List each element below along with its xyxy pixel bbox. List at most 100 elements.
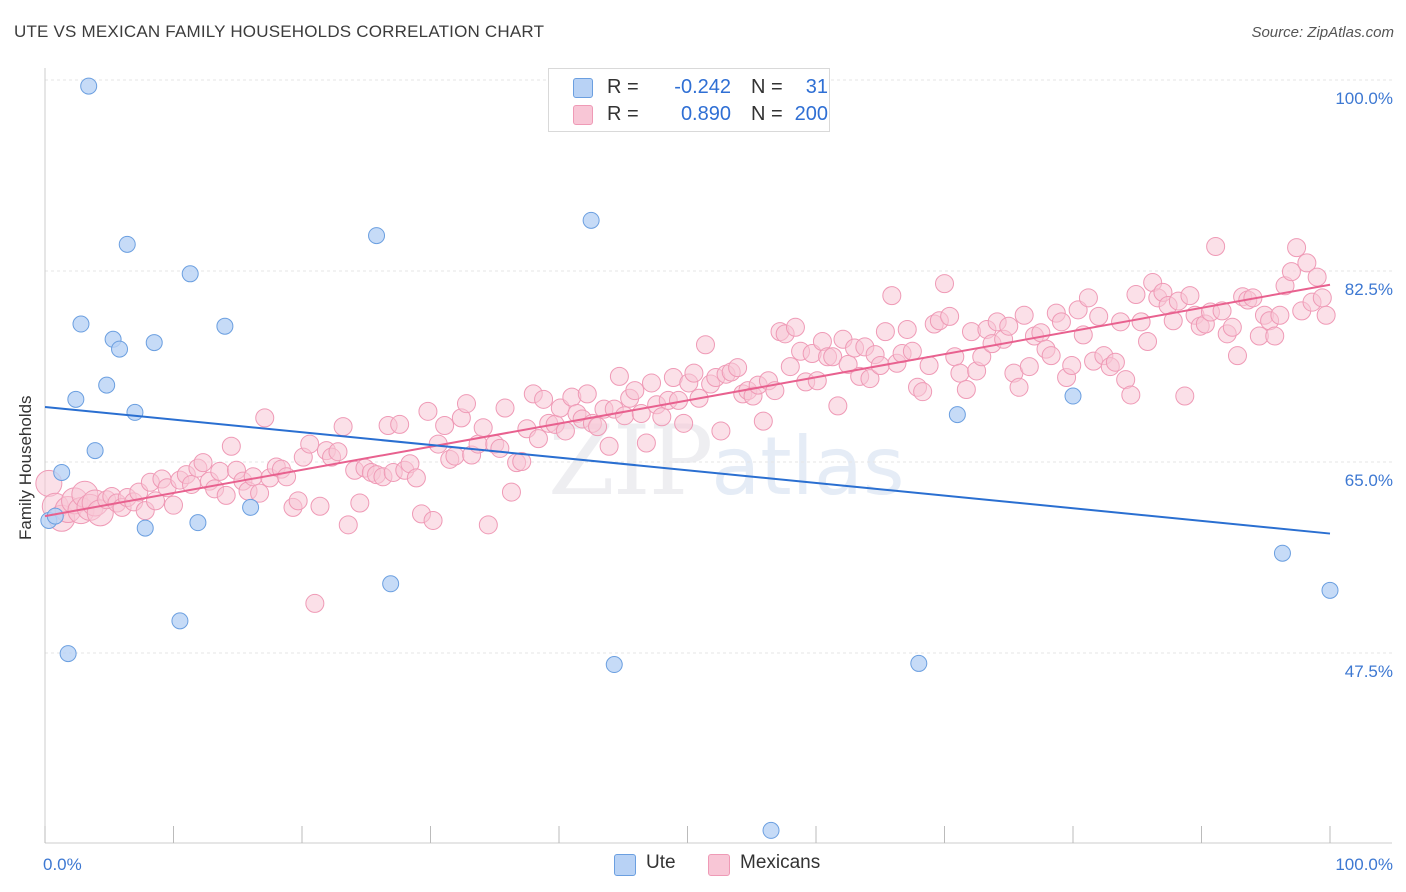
mexicans-point-179 [1019,357,1039,377]
mexicans-point-82 [501,482,521,502]
mexicans-point-135 [785,317,805,337]
mexicans-point-183 [1041,346,1061,366]
ute-point-16 [181,265,199,283]
mexicans-point-209 [1180,286,1200,306]
bottom-mexicans-swatch [708,854,730,876]
ute-point-22 [582,211,600,229]
mexicans-r-label: R = [607,103,639,125]
mexicans-point-72 [445,446,465,466]
ute-point-19 [242,498,260,516]
mexicans-point-114 [674,413,694,433]
mexicans-point-145 [838,354,858,374]
mexicans-point-92 [555,421,575,441]
mexicans-point-74 [456,394,476,414]
y-tick-label-3: 47.5% [1345,662,1393,681]
mexicans-point-157 [902,341,922,361]
mexicans-point-96 [577,384,597,404]
mexicans-point-108 [642,373,662,393]
mexicans-point-68 [423,510,443,530]
source-credit: Source: ZipAtlas.com [1251,24,1394,41]
ute-point-3 [59,645,77,663]
ute-point-21 [382,575,400,593]
y-tick-label-2: 65.0% [1345,471,1393,490]
mexicans-point-152 [875,322,895,342]
mexicans-point-124 [728,358,748,378]
ute-point-30 [1321,581,1339,599]
mexicans-point-102 [609,366,629,386]
mexicans-point-46 [300,434,320,454]
y-axis-label: Family Households [16,395,35,540]
mexicans-point-129 [753,411,773,431]
mexicans-n-value: 200 [794,103,828,125]
mexicans-point-166 [950,363,970,383]
mexicans-point-118 [695,335,715,355]
mexicans-point-177 [1009,377,1029,397]
mexicans-point-142 [823,347,843,367]
mexicans-point-215 [1212,301,1232,321]
mexicans-point-88 [534,389,554,409]
mexicans-point-199 [1126,285,1146,305]
mexicans-point-84 [512,452,532,472]
mexicans-point-48 [310,496,330,516]
y-tick-label-0: 100.0% [1335,89,1393,108]
ute-r-label: R = [607,76,639,98]
bottom-mexicans-label: Mexicans [740,852,821,873]
mexicans-point-22 [164,495,183,515]
mexicans-point-105 [625,381,645,401]
mexicans-point-98 [588,417,608,437]
bottom-ute-swatch [614,854,636,876]
mexicans-point-87 [528,429,548,449]
mexicans-point-62 [390,414,410,434]
mexicans-point-65 [406,468,426,488]
mexicans-point-78 [478,515,498,535]
mexicans-point-181 [1031,323,1051,343]
mexicans-point-44 [288,491,308,511]
mexicans-point-159 [913,382,933,402]
ute-point-28 [1064,387,1082,405]
mexicans-point-38 [255,408,275,428]
mexicans-point-103 [615,406,635,426]
ute-point-13 [136,519,154,537]
ute-point-6 [80,77,98,95]
ute-n-value: 31 [805,76,828,98]
ute-point-10 [111,340,129,358]
mexicans-point-228 [1281,262,1301,282]
ute-point-20 [368,227,386,245]
mexicans-point-229 [1287,238,1307,258]
mexicans-point-52 [333,417,353,437]
mexicans-point-47 [305,593,325,613]
ute-point-4 [67,390,85,408]
mexicans-point-160 [919,355,939,375]
ute-point-15 [171,612,189,630]
mexicans-point-153 [882,286,902,306]
ute-point-2 [53,463,71,481]
mexicans-point-198 [1121,385,1141,405]
mexicans-point-134 [780,357,800,377]
y-tick-label-1: 82.5% [1345,280,1393,299]
mexicans-point-187 [1062,355,1082,375]
ute-n-label: N = [751,76,783,98]
ute-point-18 [216,317,234,335]
ute-trendline [44,405,1331,535]
mexicans-point-163 [935,274,954,294]
mexicans-point-226 [1270,305,1290,325]
mexicans-point-149 [860,369,880,389]
mexicans-point-195 [1105,352,1125,372]
mexicans-point-32 [221,436,241,456]
ute-point-25 [762,821,780,839]
mexicans-point-214 [1206,237,1226,257]
mexicans-point-218 [1227,346,1247,366]
mexicans-point-192 [1089,306,1109,326]
ute-point-8 [98,376,116,394]
mexicans-point-55 [350,493,370,513]
mexicans-point-67 [418,401,438,421]
ute-point-29 [1273,544,1291,562]
ute-point-7 [86,442,104,460]
mexicans-point-30 [210,461,230,481]
mexicans-point-116 [684,363,704,383]
mexicans-point-185 [1051,312,1071,332]
mexicans-point-81 [495,398,515,418]
mexicans-point-217 [1222,317,1242,337]
ute-point-14 [145,334,163,352]
